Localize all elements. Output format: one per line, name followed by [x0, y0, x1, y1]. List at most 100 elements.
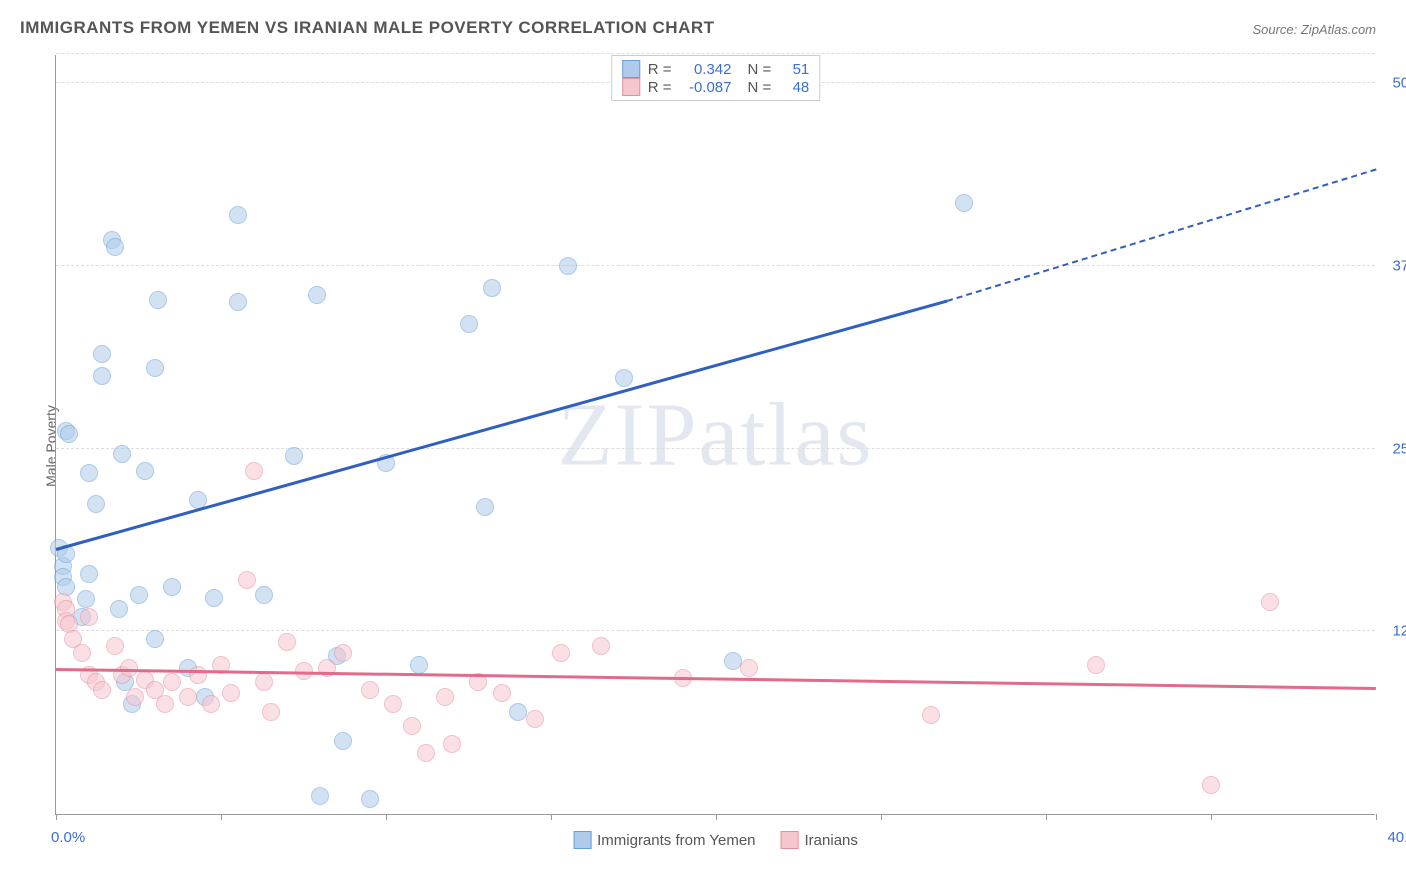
scatter-point: [163, 578, 181, 596]
legend-item-iranians: Iranians: [781, 831, 858, 849]
scatter-point: [436, 688, 454, 706]
scatter-point: [334, 644, 352, 662]
scatter-point: [245, 462, 263, 480]
scatter-point: [229, 206, 247, 224]
scatter-point: [361, 790, 379, 808]
scatter-point: [417, 744, 435, 762]
scatter-point: [740, 659, 758, 677]
scatter-point: [93, 367, 111, 385]
scatter-point: [229, 293, 247, 311]
x-tick: [1211, 814, 1212, 820]
scatter-point: [146, 630, 164, 648]
x-tick-label: 40.0%: [1387, 829, 1406, 846]
scatter-point: [509, 703, 527, 721]
x-tick: [1046, 814, 1047, 820]
scatter-point: [80, 565, 98, 583]
trend-line-extrapolated: [947, 169, 1377, 302]
r-label: R =: [648, 79, 672, 96]
legend-row-iranians: R = -0.087 N = 48: [622, 78, 810, 96]
x-tick: [221, 814, 222, 820]
swatch-iranians: [622, 78, 640, 96]
x-tick: [1376, 814, 1377, 820]
scatter-point: [77, 590, 95, 608]
scatter-point: [361, 681, 379, 699]
y-tick-label: 50.0%: [1380, 75, 1406, 92]
legend-label-iranians: Iranians: [805, 832, 858, 849]
y-tick-label: 25.0%: [1380, 440, 1406, 457]
scatter-point: [334, 732, 352, 750]
scatter-point: [384, 695, 402, 713]
scatter-point: [262, 703, 280, 721]
swatch-iranians: [781, 831, 799, 849]
legend-row-yemen: R = 0.342 N = 51: [622, 60, 810, 78]
scatter-point: [476, 498, 494, 516]
scatter-point: [73, 644, 91, 662]
swatch-yemen: [573, 831, 591, 849]
gridline: [56, 265, 1375, 266]
scatter-point: [146, 359, 164, 377]
scatter-point: [255, 586, 273, 604]
scatter-point: [106, 637, 124, 655]
scatter-point: [110, 600, 128, 618]
scatter-point: [311, 787, 329, 805]
scatter-point: [285, 447, 303, 465]
r-label: R =: [648, 61, 672, 78]
chart-title: IMMIGRANTS FROM YEMEN VS IRANIAN MALE PO…: [20, 18, 715, 38]
trend-line: [56, 300, 948, 551]
x-tick: [881, 814, 882, 820]
gridline: [56, 53, 1375, 54]
legend-item-yemen: Immigrants from Yemen: [573, 831, 755, 849]
scatter-point: [113, 445, 131, 463]
x-tick-label: 0.0%: [51, 829, 85, 846]
scatter-point: [1202, 776, 1220, 794]
scatter-point: [238, 571, 256, 589]
scatter-point: [483, 279, 501, 297]
scatter-point: [202, 695, 220, 713]
scatter-point: [80, 464, 98, 482]
scatter-point: [136, 462, 154, 480]
r-value-iranians: -0.087: [680, 79, 732, 96]
scatter-point: [179, 688, 197, 706]
scatter-point: [80, 608, 98, 626]
x-tick: [551, 814, 552, 820]
n-label: N =: [748, 79, 772, 96]
scatter-point: [443, 735, 461, 753]
scatter-point: [955, 194, 973, 212]
trend-line: [56, 668, 1376, 690]
gridline: [56, 448, 1375, 449]
scatter-point: [93, 345, 111, 363]
scatter-point: [1261, 593, 1279, 611]
scatter-point: [278, 633, 296, 651]
scatter-point: [222, 684, 240, 702]
scatter-point: [93, 681, 111, 699]
r-value-yemen: 0.342: [680, 61, 732, 78]
source-attribution: Source: ZipAtlas.com: [1252, 22, 1376, 37]
series-legend: Immigrants from Yemen Iranians: [573, 831, 858, 849]
x-tick: [716, 814, 717, 820]
scatter-point: [552, 644, 570, 662]
scatter-point: [460, 315, 478, 333]
x-tick: [386, 814, 387, 820]
y-tick-label: 37.5%: [1380, 257, 1406, 274]
scatter-point: [526, 710, 544, 728]
scatter-point: [1087, 656, 1105, 674]
scatter-point: [120, 659, 138, 677]
scatter-point: [106, 238, 124, 256]
gridline: [56, 630, 1375, 631]
scatter-point: [156, 695, 174, 713]
x-tick: [56, 814, 57, 820]
scatter-point: [403, 717, 421, 735]
scatter-point: [559, 257, 577, 275]
scatter-point: [410, 656, 428, 674]
n-label: N =: [748, 61, 772, 78]
watermark: ZIPatlas: [558, 383, 874, 486]
correlation-legend: R = 0.342 N = 51 R = -0.087 N = 48: [611, 55, 821, 101]
scatter-point: [493, 684, 511, 702]
legend-label-yemen: Immigrants from Yemen: [597, 832, 755, 849]
scatter-point: [205, 589, 223, 607]
scatter-point: [592, 637, 610, 655]
scatter-point: [130, 586, 148, 604]
scatter-point: [60, 425, 78, 443]
scatter-point: [126, 688, 144, 706]
scatter-point: [149, 291, 167, 309]
